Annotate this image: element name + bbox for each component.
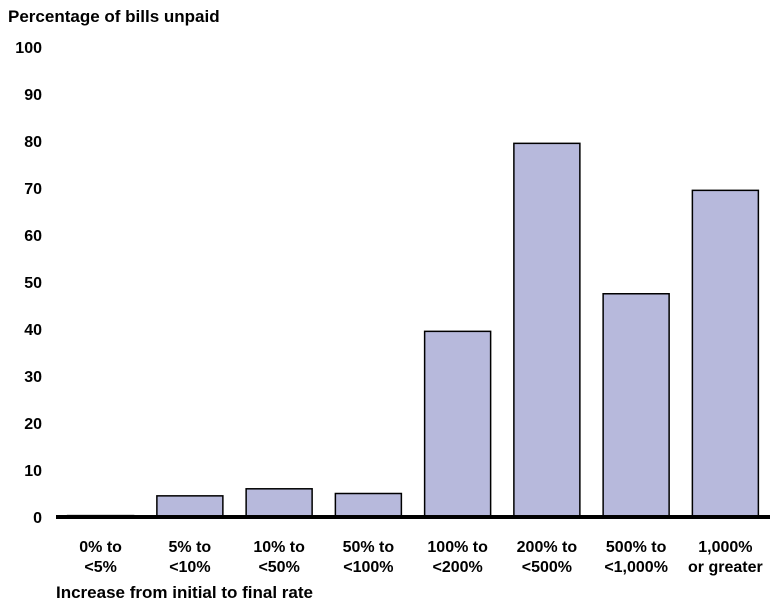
bar	[156, 495, 224, 518]
x-tick-label: 10% to <50%	[253, 539, 305, 576]
y-tick-label: 50	[24, 275, 42, 292]
y-tick-label: 40	[24, 322, 42, 339]
x-tick-label: 200% to <500%	[517, 539, 578, 576]
x-axis-label: Increase from initial to final rate	[56, 583, 313, 602]
y-tick-label: 30	[24, 369, 42, 386]
bar	[423, 330, 492, 518]
chart-title: Percentage of bills unpaid	[8, 7, 220, 26]
bar	[513, 142, 581, 518]
y-tick-label: 70	[24, 181, 42, 198]
bar	[334, 492, 403, 518]
y-tick-label: 90	[24, 87, 42, 104]
bar	[602, 293, 670, 518]
y-tick-label: 100	[15, 40, 42, 57]
y-tick-label: 60	[24, 228, 42, 245]
y-tick-label: 20	[24, 416, 42, 433]
x-tick-label: 500% to <1,000%	[604, 539, 668, 576]
bars	[66, 142, 760, 518]
x-tick-label: 50% to <100%	[343, 539, 395, 576]
x-tick-label: 100% to <200%	[427, 539, 488, 576]
x-tick-label: 0% to <5%	[79, 539, 122, 576]
y-tick-label: 0	[33, 510, 42, 527]
y-tick-label: 80	[24, 134, 42, 151]
y-tick-label: 10	[24, 463, 42, 480]
y-axis-ticks: 0 10 20 30 40 50 60 70 80 90 100	[15, 40, 42, 527]
x-axis-ticks: 0% to <5% 5% to <10% 10% to <50% 50% to <100% 10…	[79, 539, 762, 576]
bar	[691, 189, 760, 518]
x-tick-label: 1,000% or greater	[688, 539, 763, 576]
bar	[245, 488, 313, 518]
x-tick-label: 5% to <10%	[169, 539, 212, 576]
